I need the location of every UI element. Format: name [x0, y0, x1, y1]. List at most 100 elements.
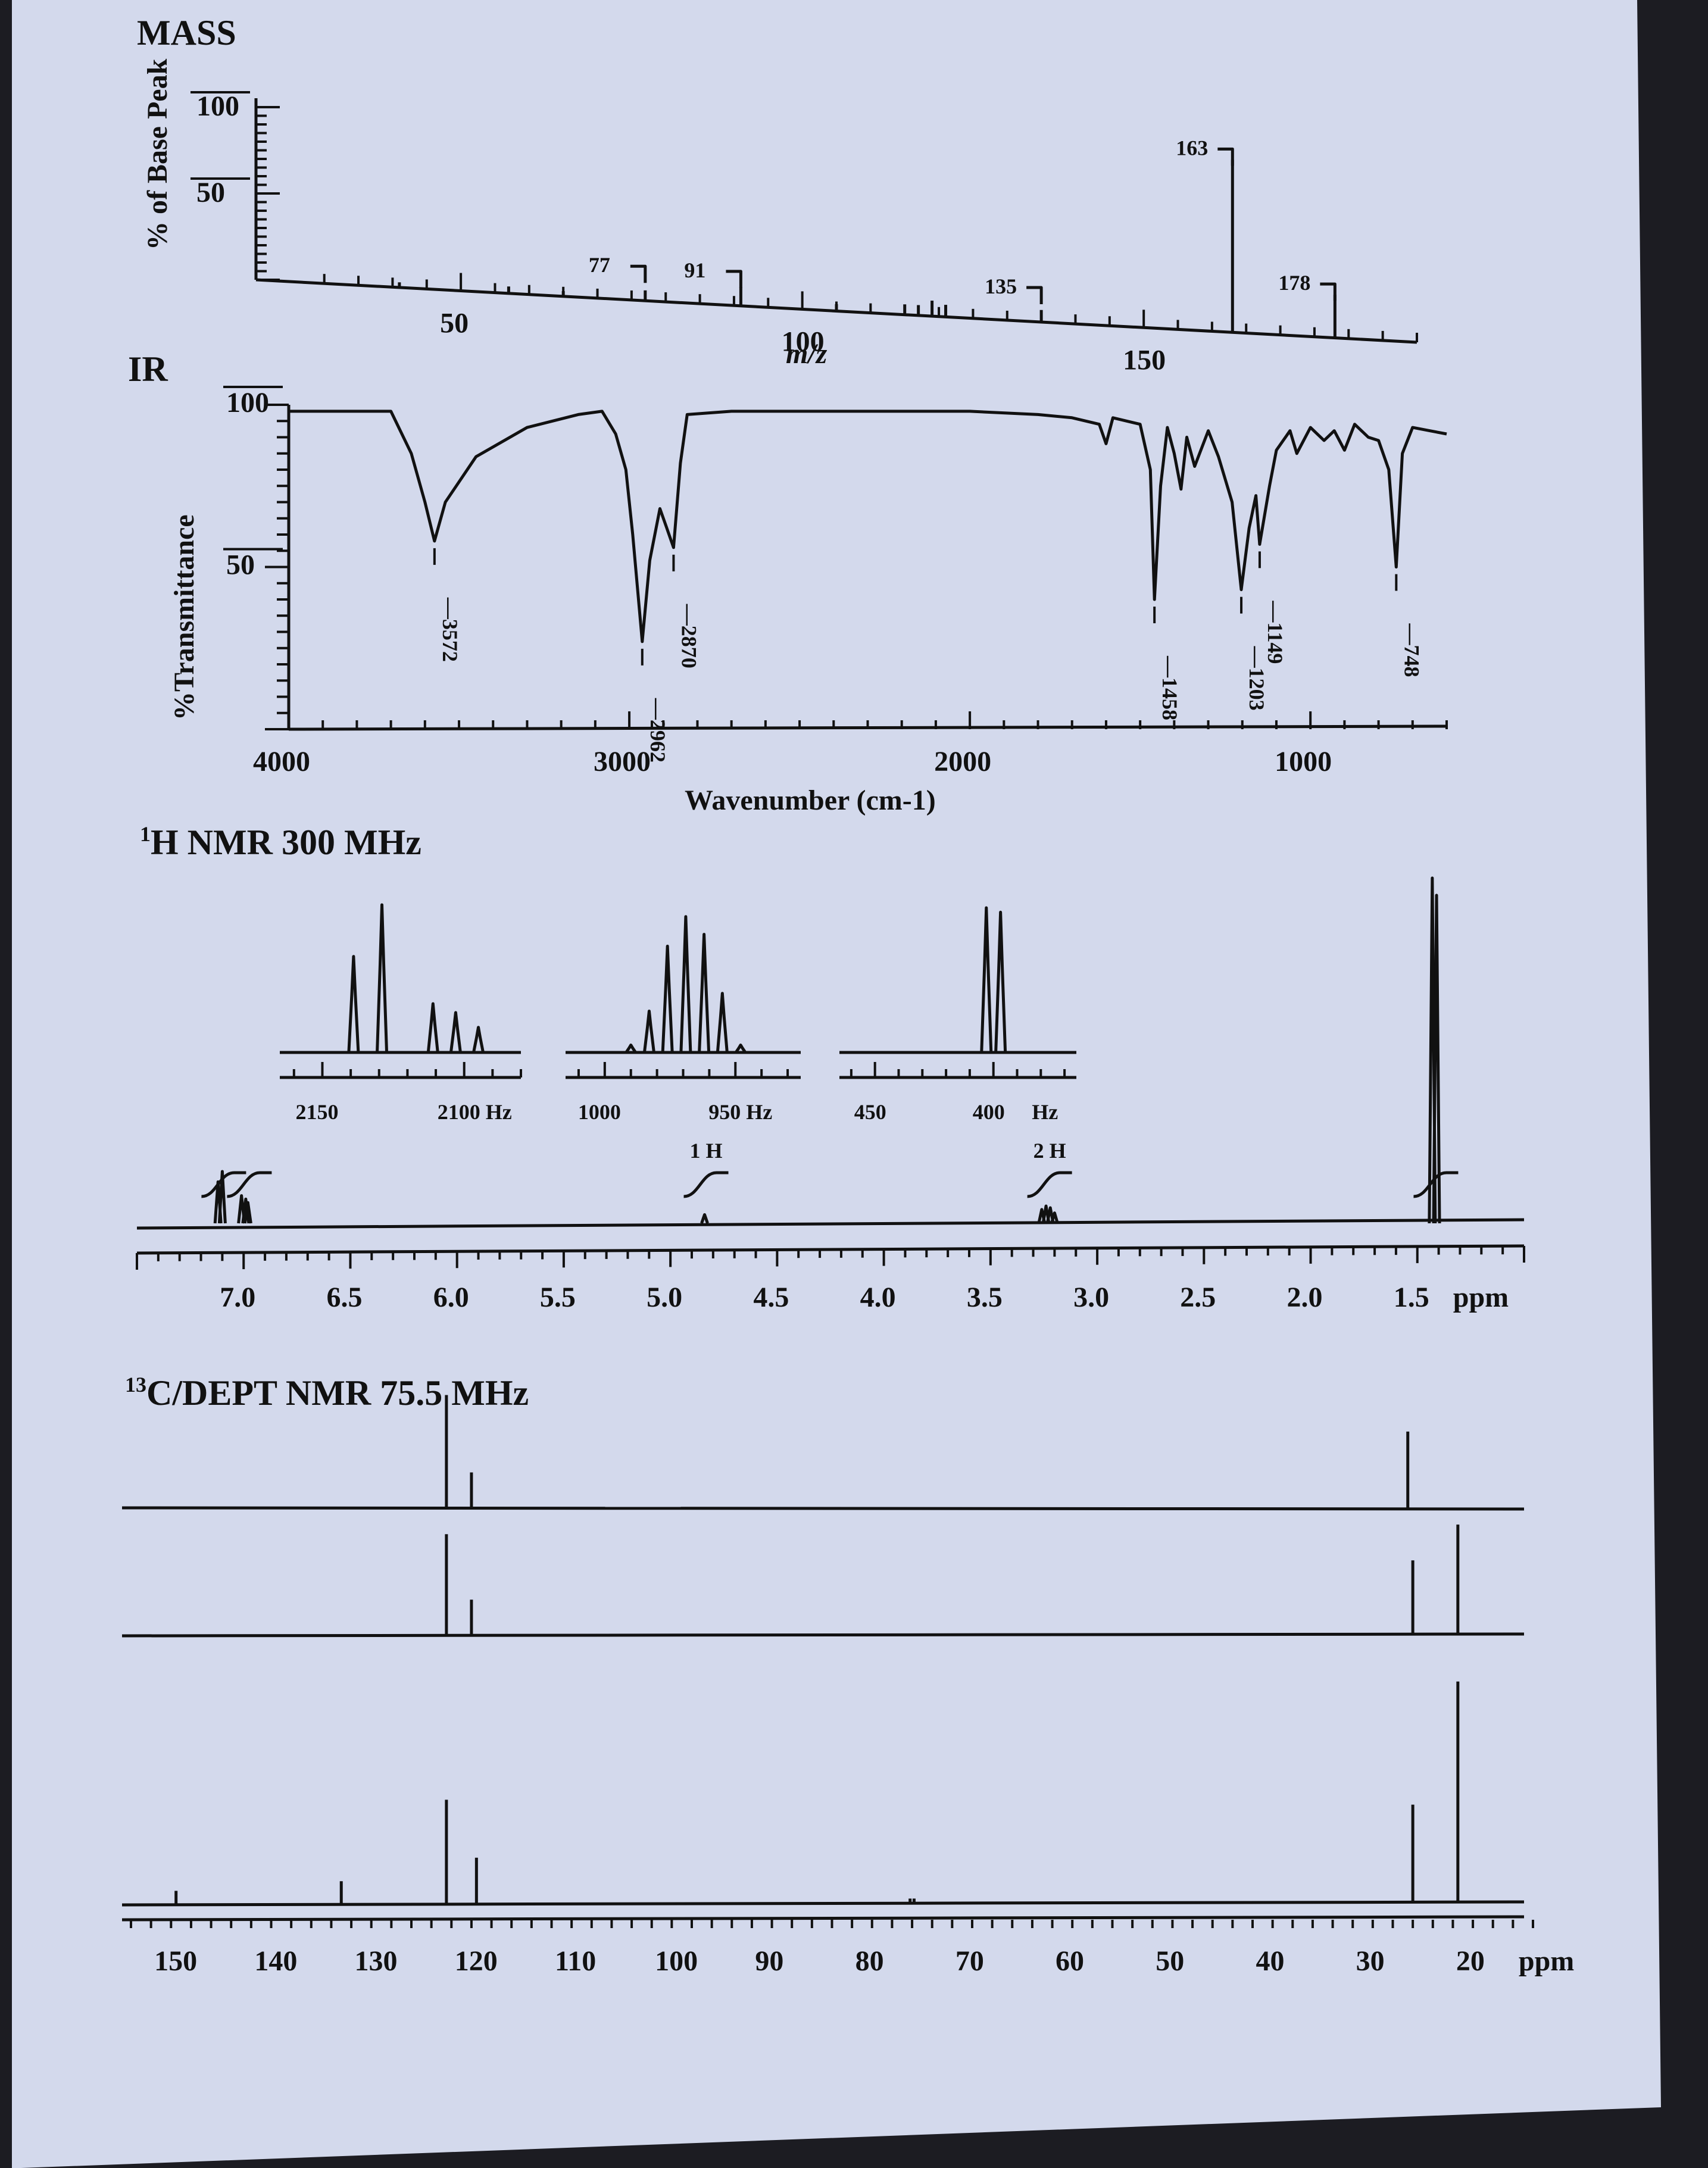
c-nmr-x-tick-label: 50 — [1156, 1945, 1184, 1977]
c-nmr-x-tick-label: 100 — [655, 1945, 698, 1977]
mass-y-tick-label: 50 — [196, 177, 225, 208]
h-nmr-integral-label: 2 H — [1033, 1139, 1066, 1163]
h-nmr-peak — [241, 1197, 251, 1224]
inset-tick-label: 450 — [854, 1100, 886, 1124]
c-nmr-x-tick-label: 90 — [755, 1945, 783, 1977]
mass-peaks: 77 91 135 163 178 — [398, 136, 1337, 338]
inset-peak — [625, 1044, 637, 1054]
ir-y-tick-label: 100 — [226, 387, 269, 418]
h-nmr-main-spectrum: 1 H 2 H — [136, 876, 1525, 1230]
ir-peak-label: —1149 — [1263, 600, 1287, 664]
mass-title: MASS — [137, 13, 236, 52]
ir-trace — [289, 410, 1447, 643]
mass-x-tick-label: 100 — [782, 326, 825, 357]
ir-peak-label: —3572 — [438, 597, 462, 662]
inset-tick-label: 2100 Hz — [438, 1100, 512, 1124]
h-nmr-peak — [700, 1213, 709, 1224]
h-nmr-integral — [227, 1171, 272, 1198]
h-nmr-x-tick-label: 5.5 — [540, 1282, 576, 1313]
inset-peak — [347, 955, 360, 1053]
c-nmr-x-tick-label: 110 — [555, 1945, 596, 1977]
h-nmr-title-text: H NMR 300 MHz — [151, 823, 421, 862]
c-nmr-traces — [121, 1395, 1525, 1907]
h-nmr-x-tick-label: 2.5 — [1180, 1282, 1216, 1313]
h-nmr-integral — [1413, 1171, 1459, 1198]
ir-x-tick-label: 2000 — [934, 746, 991, 777]
mass-y-tick-label: 100 — [196, 90, 239, 122]
ir-peak-labels: —3572 —2962 —2870 —1458 —1203—1149 —748 — [433, 548, 1423, 763]
inset-peak — [716, 992, 729, 1053]
h-nmr-baseline — [136, 1218, 1525, 1230]
ir-peak-label: —748 — [1400, 623, 1423, 677]
ir-y-tick-label: 50 — [226, 549, 255, 581]
h-nmr-title: 1H NMR 300 MHz — [140, 822, 421, 862]
c-nmr-x-tick-label: 130 — [355, 1945, 398, 1977]
mass-x-tick-label: 150 — [1123, 344, 1166, 376]
c-nmr-x-tick-label: 70 — [956, 1945, 984, 1977]
h-nmr-x-tick-label: 6.0 — [433, 1282, 469, 1313]
mass-peak-label-leader — [1320, 282, 1337, 301]
c-nmr-x-tick-label: 40 — [1256, 1945, 1284, 1977]
h-nmr-x-tick-label: 1.5 — [1394, 1282, 1429, 1313]
mass-peak-label: 135 — [985, 274, 1017, 298]
inset-peak — [679, 915, 692, 1053]
h-nmr-x-tick-label: 4.5 — [753, 1282, 789, 1313]
inset-peak — [642, 1010, 655, 1053]
mass-peak-label: 178 — [1278, 271, 1310, 295]
ir-x-label: Wavenumber (cm-1) — [685, 785, 936, 816]
h-nmr-insets: 2150 2100 Hz 1000 950 Hz 450 400 Hz — [280, 903, 1076, 1124]
h-nmr-peak — [1432, 894, 1441, 1224]
h-nmr-x-tick-label: 7.0 — [220, 1282, 255, 1313]
c-nmr-baseline — [121, 1506, 1525, 1511]
h-nmr-integral — [1027, 1171, 1072, 1198]
h-nmr-x-tick-label: 6.5 — [326, 1282, 362, 1313]
mass-peak-label: 77 — [589, 253, 610, 277]
c-nmr-x-tick-label: 140 — [254, 1945, 297, 1977]
c-nmr-axis: 150 140 130 120 110 100 90 80 70 60 50 40 30 20 ppm — [121, 1915, 1574, 1977]
h-nmr-title-sup: 1 — [140, 822, 151, 846]
mass-spectrum-panel: MASS % of Base Peak 50 100 50 100 150 77 91 13… — [137, 13, 1418, 376]
mass-peak-label-leader — [1026, 286, 1043, 305]
c-nmr-x-tick-label: 20 — [1456, 1945, 1485, 1977]
inset-tick-label: 400 — [973, 1100, 1005, 1124]
inset-peak — [449, 1011, 462, 1053]
c-nmr-panel: 13C/DEPT NMR 75.5 MHz 150 140 130 120 110 100… — [121, 1373, 1574, 1977]
ir-peak-label: —2870 — [677, 604, 701, 668]
c-nmr-x-tick-label: 60 — [1056, 1945, 1084, 1977]
mass-peak-label-leader — [726, 270, 742, 288]
mass-x-tick-label: 50 — [440, 308, 469, 339]
h-nmr-panel: 1H NMR 300 MHz 2150 2100 Hz 1000 950 Hz 450 4… — [136, 822, 1525, 1313]
ir-y-label: %Transmittance — [168, 514, 200, 720]
mass-y-label: % of Base Peak — [142, 58, 173, 250]
c-nmr-title-sup: 13 — [125, 1373, 146, 1397]
c-nmr-baseline — [121, 1900, 1525, 1907]
inset-peak — [980, 906, 993, 1053]
c-nmr-x-unit: ppm — [1519, 1945, 1574, 1977]
c-nmr-baseline — [121, 1632, 1525, 1638]
ir-axes: 50 100 4000 3000 2000 1000 — [223, 386, 1448, 777]
inset-peak — [426, 1002, 439, 1053]
h-nmr-integral — [201, 1171, 246, 1198]
c-nmr-x-tick-label: 80 — [855, 1945, 884, 1977]
inset-tick-label: 2150 — [295, 1100, 338, 1124]
h-nmr-x-tick-label: 3.5 — [967, 1282, 1003, 1313]
ir-peak-label: —1203 — [1245, 646, 1269, 711]
mass-peak-label-leader — [630, 264, 647, 283]
c-nmr-x-axis — [121, 1915, 1525, 1922]
h-nmr-peak — [243, 1201, 252, 1224]
c-nmr-x-tick-label: 120 — [455, 1945, 498, 1977]
inset-peak — [661, 944, 674, 1053]
h-nmr-x-tick-label: 5.0 — [647, 1282, 682, 1313]
inset-peak — [698, 933, 711, 1053]
inset-tick-label: 950 Hz — [708, 1100, 772, 1124]
h-nmr-x-tick-label: 2.0 — [1287, 1282, 1323, 1313]
ir-title: IR — [128, 349, 168, 389]
inset-peak — [376, 903, 389, 1053]
mass-x-label: m/z — [786, 338, 828, 370]
ir-peak-label: —1458 — [1158, 655, 1182, 720]
ir-peak-label: —2962 — [646, 698, 670, 763]
h-nmr-axis: 7.0 6.5 6.0 5.5 5.0 4.5 4.0 3.5 3.0 2.5 2.0 1.5 ppm — [136, 1244, 1525, 1313]
h-nmr-integral — [683, 1171, 729, 1198]
